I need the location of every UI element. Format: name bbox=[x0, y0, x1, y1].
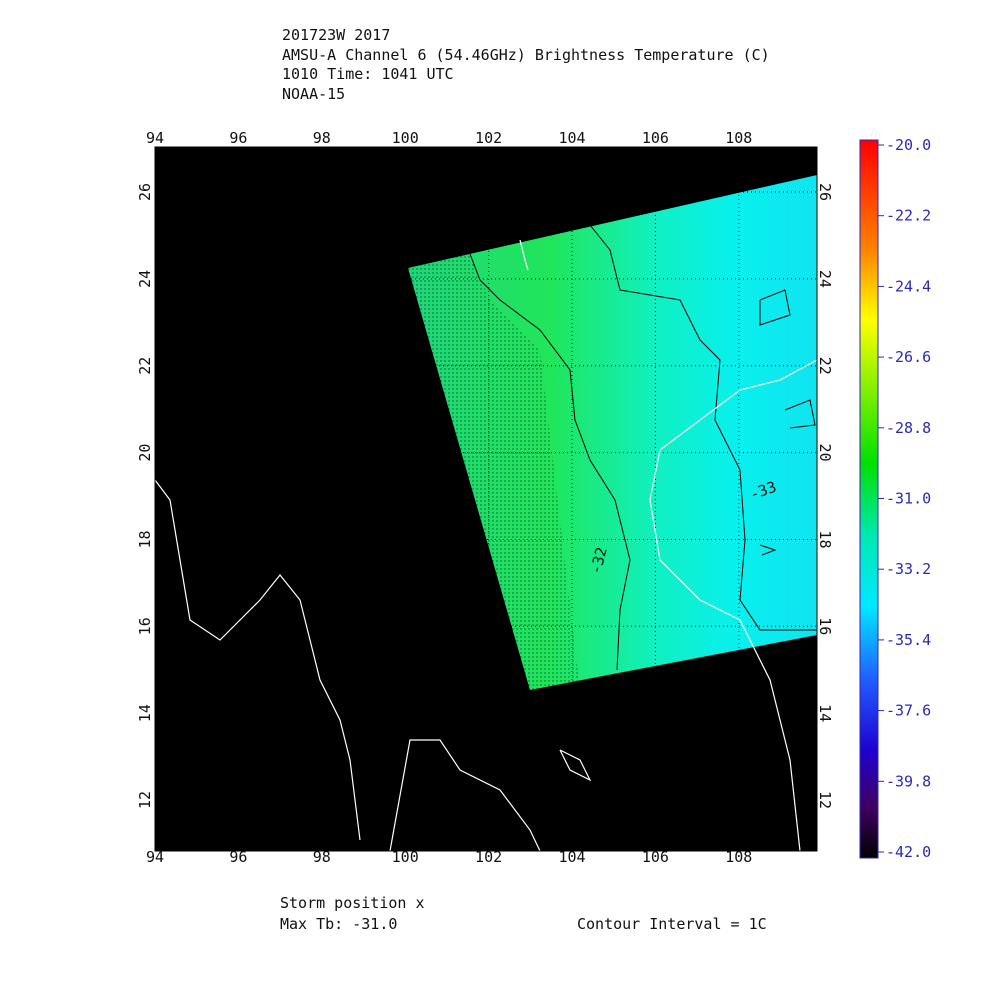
lat-label: 26 bbox=[136, 183, 154, 201]
header-line: NOAA-15 bbox=[282, 85, 345, 103]
lon-label: 96 bbox=[229, 848, 247, 866]
lon-label: 96 bbox=[229, 129, 247, 147]
coastlines bbox=[155, 239, 817, 851]
colorbar-ramp bbox=[859, 139, 879, 859]
lon-label: 108 bbox=[725, 848, 752, 866]
colorbar-label: -31.0 bbox=[886, 490, 931, 508]
colorbar-label: -26.6 bbox=[886, 348, 931, 366]
lon-label: 106 bbox=[642, 129, 669, 147]
lat-label: 20 bbox=[136, 444, 154, 462]
colorbar: -20.0 -22.2 -24.4 -26.6 -28.8 -31.0 -33.2 -35.4… bbox=[859, 136, 931, 861]
lon-label: 104 bbox=[558, 129, 585, 147]
lat-label: 12 bbox=[136, 791, 154, 809]
lon-label: 104 bbox=[558, 848, 585, 866]
colorbar-label: -42.0 bbox=[886, 843, 931, 861]
lon-label: 98 bbox=[313, 848, 331, 866]
contours bbox=[469, 224, 817, 671]
lat-label: 26 bbox=[816, 183, 834, 201]
lon-label: 100 bbox=[392, 848, 419, 866]
map-frame bbox=[154, 146, 818, 852]
map-image bbox=[155, 147, 817, 851]
lat-label: 18 bbox=[816, 530, 834, 548]
header: 201723W 2017 AMSU-A Channel 6 (54.46GHz)… bbox=[282, 26, 770, 103]
lon-label: 98 bbox=[313, 129, 331, 147]
lat-label: 18 bbox=[136, 530, 154, 548]
lon-label: 100 bbox=[392, 129, 419, 147]
colorbar-label: -39.8 bbox=[886, 772, 931, 790]
lat-label: 24 bbox=[136, 270, 154, 288]
header-line: AMSU-A Channel 6 (54.46GHz) Brightness T… bbox=[282, 46, 770, 64]
lat-label: 16 bbox=[136, 617, 154, 635]
header-line: 1010 Time: 1041 UTC bbox=[282, 65, 454, 83]
colorbar-label: -28.8 bbox=[886, 419, 931, 437]
header-line: 201723W 2017 bbox=[282, 26, 390, 44]
lat-label: 20 bbox=[816, 444, 834, 462]
hatched-edge bbox=[408, 254, 580, 690]
lat-label: 22 bbox=[136, 357, 154, 375]
lat-label: 14 bbox=[816, 704, 834, 722]
lon-label: 102 bbox=[475, 848, 502, 866]
lon-label: 94 bbox=[146, 848, 164, 866]
lat-label: 14 bbox=[136, 704, 154, 722]
lon-label: 106 bbox=[642, 848, 669, 866]
graticule bbox=[155, 147, 817, 851]
lat-label: 16 bbox=[816, 617, 834, 635]
lon-label: 94 bbox=[146, 129, 164, 147]
colorbar-label: -33.2 bbox=[886, 560, 931, 578]
colorbar-label: -37.6 bbox=[886, 702, 931, 720]
lat-label: 24 bbox=[816, 270, 834, 288]
storm-position: Storm position x bbox=[280, 894, 425, 912]
colorbar-label: -35.4 bbox=[886, 631, 931, 649]
lon-label: 108 bbox=[725, 129, 752, 147]
footer: Storm position x Max Tb: -31.0 Contour I… bbox=[280, 894, 767, 933]
colorbar-label: -22.2 bbox=[886, 207, 931, 225]
colorbar-label: -24.4 bbox=[886, 277, 931, 295]
lat-label: 22 bbox=[816, 357, 834, 375]
max-tb: Max Tb: -31.0 bbox=[280, 915, 397, 933]
colorbar-label: -20.0 bbox=[886, 136, 931, 154]
contour-interval: Contour Interval = 1C bbox=[577, 915, 767, 933]
lat-label: 12 bbox=[816, 791, 834, 809]
lon-label: 102 bbox=[475, 129, 502, 147]
